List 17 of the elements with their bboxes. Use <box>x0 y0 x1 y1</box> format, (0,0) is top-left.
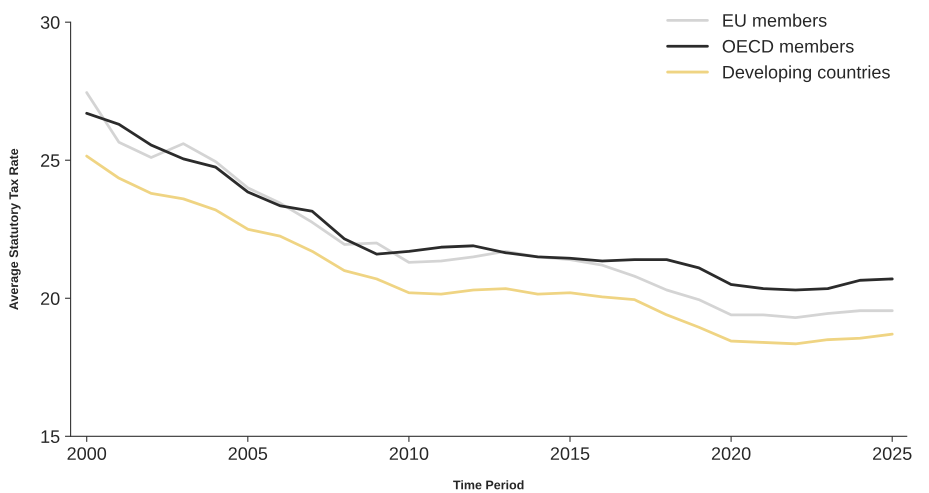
x-tick-label: 2000 <box>68 447 106 460</box>
line-series <box>85 112 894 292</box>
line-series <box>85 154 894 346</box>
legend-label: OECD members <box>722 39 854 53</box>
y-axis-title: Average Statutory Tax Rate <box>9 148 21 310</box>
y-tick-label: 15 <box>41 430 60 444</box>
x-axis-title: Time Period <box>453 480 524 490</box>
y-tick-label: 30 <box>40 16 60 29</box>
x-tick-label: 2015 <box>550 447 590 460</box>
legend-label: Developing countries <box>723 65 890 82</box>
y-tick-label: 25 <box>41 154 60 167</box>
legend-label: EU members <box>723 14 827 27</box>
x-tick-label: 2010 <box>390 447 428 460</box>
x-tick-label: 2025 <box>873 447 912 460</box>
y-tick-label: 20 <box>41 292 60 305</box>
x-tick-label: 2020 <box>712 447 750 460</box>
x-tick-label: 2005 <box>228 447 268 460</box>
